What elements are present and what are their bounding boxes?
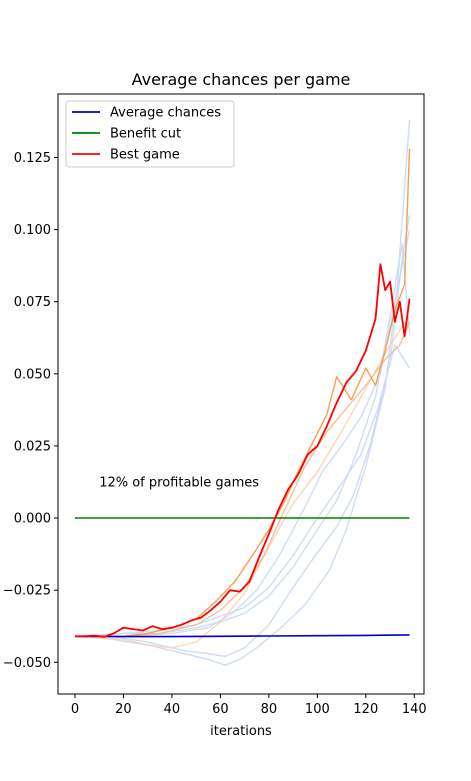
y-tick-label: −0.025: [3, 584, 51, 599]
legend-label-benefit-cut: Benefit cut: [110, 127, 181, 142]
y-tick-label: 0.000: [14, 512, 51, 527]
x-axis-label: iterations: [210, 724, 272, 739]
series-run-7: [74, 315, 411, 649]
legend-box: [65, 100, 235, 168]
y-tick-label: −0.050: [3, 656, 51, 671]
chart-title: Average chances per game: [132, 70, 351, 89]
x-tick-label: 60: [212, 702, 229, 717]
series-average-chances: [74, 634, 410, 638]
legend: Average chances Benefit cut Best game: [65, 100, 235, 168]
series-layer: [74, 119, 411, 666]
x-tick-label: 140: [402, 702, 427, 717]
plot-frame-bg: [58, 94, 424, 694]
y-tick-label: 0.125: [14, 151, 51, 166]
y-tick-label: 0.050: [14, 367, 51, 382]
series-run-2: [74, 119, 411, 666]
x-tick-label: 0: [71, 702, 79, 717]
legend-label-best-game: Best game: [110, 148, 180, 163]
x-tick-label: 100: [305, 702, 330, 717]
series-run-8: [75, 321, 411, 637]
x-tick-label: 20: [115, 702, 132, 717]
x-tick-label: 80: [261, 702, 278, 717]
series-best-game: [75, 263, 411, 638]
y-tick-label: 0.100: [14, 223, 51, 238]
legend-label-average-chances: Average chances: [110, 106, 221, 121]
y-axis: −0.050 −0.025 0.000 0.025 0.050 0.075 0.100 0.1…: [3, 151, 58, 671]
y-tick-label: 0.075: [14, 295, 51, 310]
plot-frame: [57, 93, 425, 695]
x-tick-label: 120: [353, 702, 378, 717]
y-tick-label: 0.025: [14, 439, 51, 454]
x-axis: 0 20 40 60 80 100 120 140: [71, 694, 427, 717]
x-tick-label: 40: [164, 702, 181, 717]
annotation-profitable-games: 12% of profitable games: [99, 475, 259, 490]
series-run-5: [74, 243, 411, 637]
